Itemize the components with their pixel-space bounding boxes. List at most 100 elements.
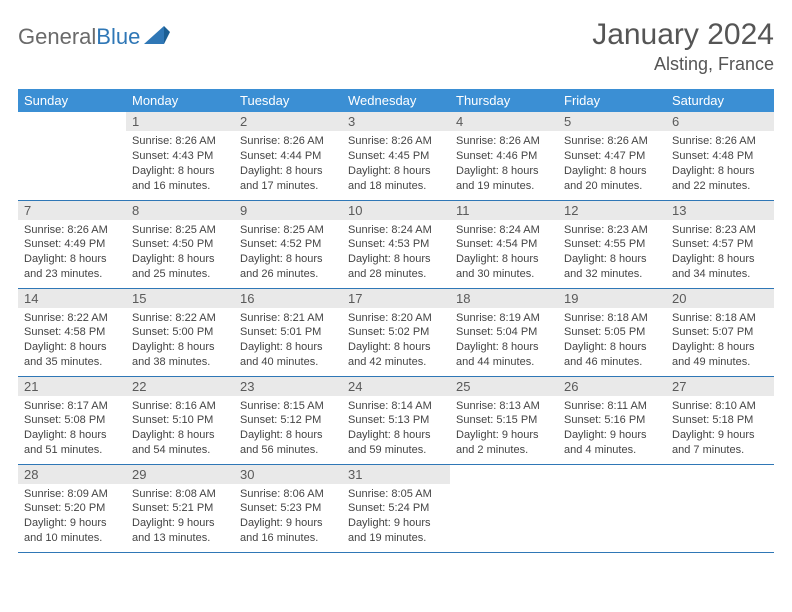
- calendar-week-row: 28Sunrise: 8:09 AMSunset: 5:20 PMDayligh…: [18, 464, 774, 552]
- month-title: January 2024: [592, 18, 774, 52]
- day-number: 1: [126, 112, 234, 131]
- day-detail: Sunrise: 8:23 AMSunset: 4:57 PMDaylight:…: [666, 220, 774, 286]
- day-number: 7: [18, 201, 126, 220]
- day-number: 28: [18, 465, 126, 484]
- day-detail: Sunrise: 8:19 AMSunset: 5:04 PMDaylight:…: [450, 308, 558, 374]
- day-detail: Sunrise: 8:10 AMSunset: 5:18 PMDaylight:…: [666, 396, 774, 462]
- calendar-day-cell: 31Sunrise: 8:05 AMSunset: 5:24 PMDayligh…: [342, 464, 450, 552]
- day-detail: Sunrise: 8:09 AMSunset: 5:20 PMDaylight:…: [18, 484, 126, 550]
- day-detail: Sunrise: 8:17 AMSunset: 5:08 PMDaylight:…: [18, 396, 126, 462]
- calendar-day-cell: 17Sunrise: 8:20 AMSunset: 5:02 PMDayligh…: [342, 288, 450, 376]
- day-number: 25: [450, 377, 558, 396]
- dow-fri: Friday: [558, 89, 666, 112]
- day-number: 23: [234, 377, 342, 396]
- calendar-week-row: 21Sunrise: 8:17 AMSunset: 5:08 PMDayligh…: [18, 376, 774, 464]
- day-detail: Sunrise: 8:14 AMSunset: 5:13 PMDaylight:…: [342, 396, 450, 462]
- day-number: 20: [666, 289, 774, 308]
- calendar-table: Sunday Monday Tuesday Wednesday Thursday…: [18, 89, 774, 553]
- calendar-day-cell: 0.: [18, 112, 126, 200]
- day-number: 22: [126, 377, 234, 396]
- day-detail: Sunrise: 8:23 AMSunset: 4:55 PMDaylight:…: [558, 220, 666, 286]
- calendar-day-cell: 5Sunrise: 8:26 AMSunset: 4:47 PMDaylight…: [558, 112, 666, 200]
- day-detail: Sunrise: 8:25 AMSunset: 4:50 PMDaylight:…: [126, 220, 234, 286]
- dow-sun: Sunday: [18, 89, 126, 112]
- calendar-day-cell: 26Sunrise: 8:11 AMSunset: 5:16 PMDayligh…: [558, 376, 666, 464]
- brand-logo: GeneralBlue: [18, 18, 170, 50]
- day-detail: Sunrise: 8:16 AMSunset: 5:10 PMDaylight:…: [126, 396, 234, 462]
- calendar-day-cell: 24Sunrise: 8:14 AMSunset: 5:13 PMDayligh…: [342, 376, 450, 464]
- calendar-week-row: 0.1Sunrise: 8:26 AMSunset: 4:43 PMDaylig…: [18, 112, 774, 200]
- day-number: 18: [450, 289, 558, 308]
- dow-wed: Wednesday: [342, 89, 450, 112]
- day-detail: Sunrise: 8:11 AMSunset: 5:16 PMDaylight:…: [558, 396, 666, 462]
- day-number: 10: [342, 201, 450, 220]
- day-number: 15: [126, 289, 234, 308]
- day-detail: Sunrise: 8:22 AMSunset: 5:00 PMDaylight:…: [126, 308, 234, 374]
- calendar-day-cell: 22Sunrise: 8:16 AMSunset: 5:10 PMDayligh…: [126, 376, 234, 464]
- title-block: January 2024 Alsting, France: [592, 18, 774, 75]
- day-number: 26: [558, 377, 666, 396]
- calendar-day-cell: 9Sunrise: 8:25 AMSunset: 4:52 PMDaylight…: [234, 200, 342, 288]
- calendar-day-cell: 27Sunrise: 8:10 AMSunset: 5:18 PMDayligh…: [666, 376, 774, 464]
- day-detail: Sunrise: 8:13 AMSunset: 5:15 PMDaylight:…: [450, 396, 558, 462]
- calendar-day-cell: 21Sunrise: 8:17 AMSunset: 5:08 PMDayligh…: [18, 376, 126, 464]
- day-number: 31: [342, 465, 450, 484]
- calendar-day-cell: 7Sunrise: 8:26 AMSunset: 4:49 PMDaylight…: [18, 200, 126, 288]
- calendar-day-cell: 30Sunrise: 8:06 AMSunset: 5:23 PMDayligh…: [234, 464, 342, 552]
- calendar-day-cell: 23Sunrise: 8:15 AMSunset: 5:12 PMDayligh…: [234, 376, 342, 464]
- day-detail: Sunrise: 8:21 AMSunset: 5:01 PMDaylight:…: [234, 308, 342, 374]
- day-detail: Sunrise: 8:15 AMSunset: 5:12 PMDaylight:…: [234, 396, 342, 462]
- calendar-day-cell: 0.: [450, 464, 558, 552]
- calendar-day-cell: 15Sunrise: 8:22 AMSunset: 5:00 PMDayligh…: [126, 288, 234, 376]
- calendar-day-cell: 28Sunrise: 8:09 AMSunset: 5:20 PMDayligh…: [18, 464, 126, 552]
- day-number: 2: [234, 112, 342, 131]
- day-detail: Sunrise: 8:26 AMSunset: 4:46 PMDaylight:…: [450, 131, 558, 197]
- calendar-day-cell: 4Sunrise: 8:26 AMSunset: 4:46 PMDaylight…: [450, 112, 558, 200]
- day-detail: Sunrise: 8:26 AMSunset: 4:47 PMDaylight:…: [558, 131, 666, 197]
- day-detail: Sunrise: 8:26 AMSunset: 4:44 PMDaylight:…: [234, 131, 342, 197]
- brand-part2: Blue: [96, 24, 140, 50]
- calendar-day-cell: 19Sunrise: 8:18 AMSunset: 5:05 PMDayligh…: [558, 288, 666, 376]
- day-number: 17: [342, 289, 450, 308]
- day-detail: Sunrise: 8:18 AMSunset: 5:05 PMDaylight:…: [558, 308, 666, 374]
- calendar-day-cell: 8Sunrise: 8:25 AMSunset: 4:50 PMDaylight…: [126, 200, 234, 288]
- day-number: 5: [558, 112, 666, 131]
- calendar-day-cell: 0.: [666, 464, 774, 552]
- calendar-day-cell: 20Sunrise: 8:18 AMSunset: 5:07 PMDayligh…: [666, 288, 774, 376]
- calendar-day-cell: 2Sunrise: 8:26 AMSunset: 4:44 PMDaylight…: [234, 112, 342, 200]
- day-number: 16: [234, 289, 342, 308]
- day-number: 29: [126, 465, 234, 484]
- day-detail: Sunrise: 8:08 AMSunset: 5:21 PMDaylight:…: [126, 484, 234, 550]
- calendar-day-cell: 13Sunrise: 8:23 AMSunset: 4:57 PMDayligh…: [666, 200, 774, 288]
- day-detail: Sunrise: 8:26 AMSunset: 4:49 PMDaylight:…: [18, 220, 126, 286]
- weekday-header-row: Sunday Monday Tuesday Wednesday Thursday…: [18, 89, 774, 112]
- day-number: 21: [18, 377, 126, 396]
- day-detail: Sunrise: 8:24 AMSunset: 4:54 PMDaylight:…: [450, 220, 558, 286]
- calendar-body: 0.1Sunrise: 8:26 AMSunset: 4:43 PMDaylig…: [18, 112, 774, 552]
- calendar-day-cell: 25Sunrise: 8:13 AMSunset: 5:15 PMDayligh…: [450, 376, 558, 464]
- day-number: 12: [558, 201, 666, 220]
- day-number: 8: [126, 201, 234, 220]
- calendar-day-cell: 29Sunrise: 8:08 AMSunset: 5:21 PMDayligh…: [126, 464, 234, 552]
- day-detail: Sunrise: 8:25 AMSunset: 4:52 PMDaylight:…: [234, 220, 342, 286]
- calendar-day-cell: 1Sunrise: 8:26 AMSunset: 4:43 PMDaylight…: [126, 112, 234, 200]
- calendar-day-cell: 10Sunrise: 8:24 AMSunset: 4:53 PMDayligh…: [342, 200, 450, 288]
- location-text: Alsting, France: [592, 54, 774, 75]
- calendar-day-cell: 11Sunrise: 8:24 AMSunset: 4:54 PMDayligh…: [450, 200, 558, 288]
- day-number: 19: [558, 289, 666, 308]
- dow-sat: Saturday: [666, 89, 774, 112]
- calendar-day-cell: 18Sunrise: 8:19 AMSunset: 5:04 PMDayligh…: [450, 288, 558, 376]
- calendar-day-cell: 0.: [558, 464, 666, 552]
- calendar-day-cell: 14Sunrise: 8:22 AMSunset: 4:58 PMDayligh…: [18, 288, 126, 376]
- calendar-week-row: 7Sunrise: 8:26 AMSunset: 4:49 PMDaylight…: [18, 200, 774, 288]
- day-detail: Sunrise: 8:20 AMSunset: 5:02 PMDaylight:…: [342, 308, 450, 374]
- day-number: 27: [666, 377, 774, 396]
- dow-tue: Tuesday: [234, 89, 342, 112]
- day-number: 14: [18, 289, 126, 308]
- day-detail: Sunrise: 8:06 AMSunset: 5:23 PMDaylight:…: [234, 484, 342, 550]
- day-number: 6: [666, 112, 774, 131]
- day-number: 11: [450, 201, 558, 220]
- day-detail: Sunrise: 8:18 AMSunset: 5:07 PMDaylight:…: [666, 308, 774, 374]
- calendar-day-cell: 3Sunrise: 8:26 AMSunset: 4:45 PMDaylight…: [342, 112, 450, 200]
- calendar-day-cell: 6Sunrise: 8:26 AMSunset: 4:48 PMDaylight…: [666, 112, 774, 200]
